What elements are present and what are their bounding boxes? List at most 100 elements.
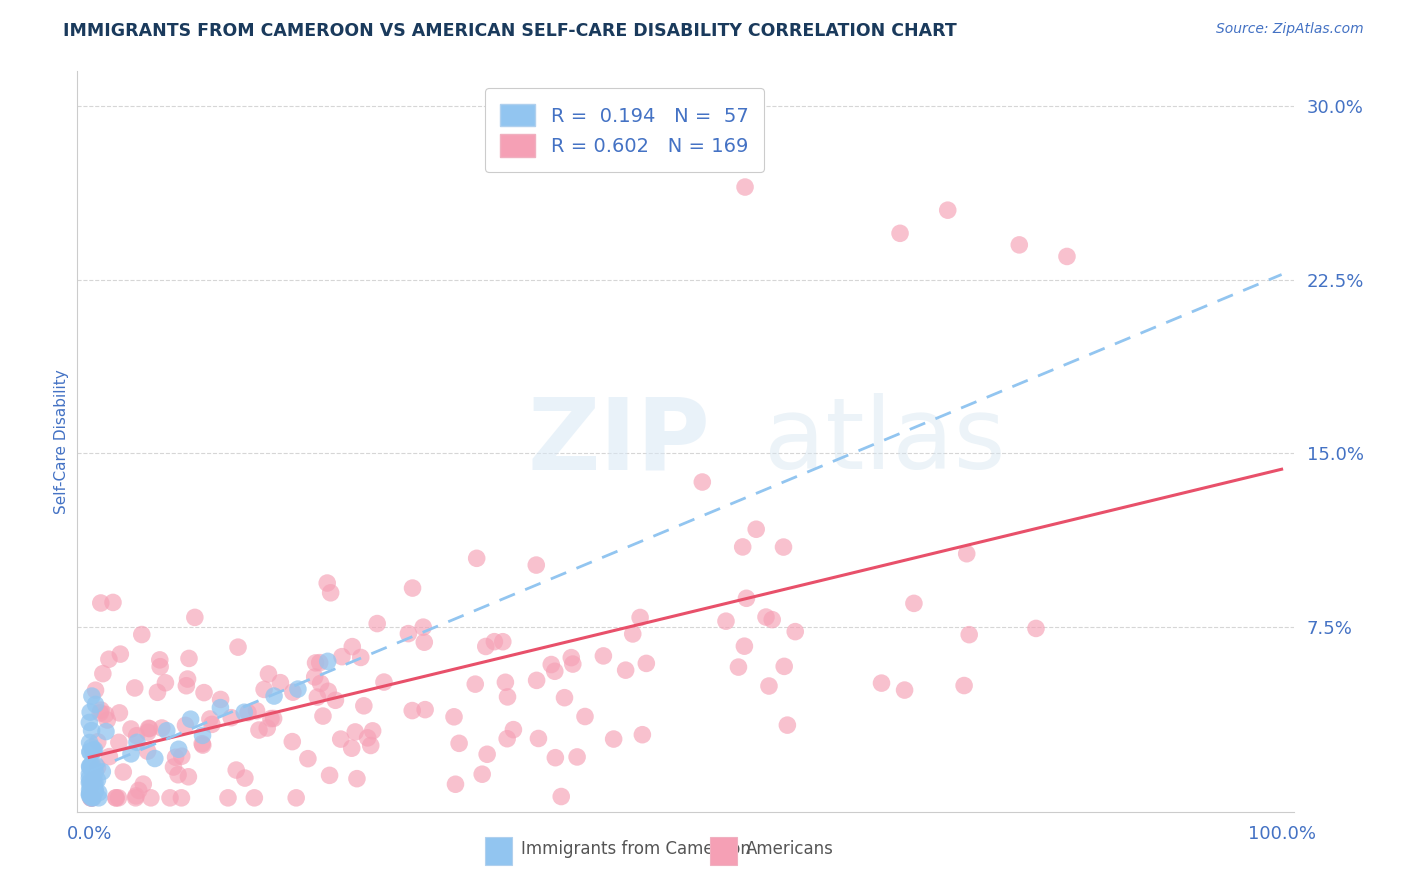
- Point: [87, 735, 110, 749]
- Point: [180, 712, 202, 726]
- Point: [628, 610, 651, 624]
- Point: [79, 790, 101, 805]
- Point: [325, 693, 347, 707]
- Point: [936, 203, 959, 218]
- Point: [727, 660, 749, 674]
- Point: [526, 673, 548, 688]
- Point: [80, 723, 103, 738]
- Point: [304, 656, 326, 670]
- Point: [574, 709, 596, 723]
- Point: [84, 783, 107, 797]
- Point: [342, 640, 364, 654]
- Point: [136, 725, 159, 739]
- Point: [614, 663, 637, 677]
- Point: [307, 690, 329, 704]
- Point: [870, 676, 893, 690]
- Point: [217, 790, 239, 805]
- Point: [733, 639, 755, 653]
- Point: [471, 767, 494, 781]
- Point: [201, 717, 224, 731]
- Point: [761, 613, 783, 627]
- Point: [524, 558, 547, 572]
- Point: [98, 749, 121, 764]
- Point: [366, 616, 388, 631]
- Point: [316, 654, 339, 668]
- Point: [80, 758, 103, 772]
- Point: [193, 685, 215, 699]
- Point: [150, 721, 173, 735]
- Point: [82, 783, 104, 797]
- Point: [156, 723, 179, 738]
- Point: [316, 576, 339, 591]
- Point: [413, 635, 436, 649]
- Point: [785, 624, 807, 639]
- Point: [176, 672, 198, 686]
- Point: [340, 741, 363, 756]
- Point: [170, 749, 193, 764]
- Point: [544, 750, 567, 764]
- Point: [149, 659, 172, 673]
- Point: [297, 752, 319, 766]
- Point: [889, 227, 911, 241]
- Point: [344, 725, 367, 739]
- Point: [79, 759, 101, 773]
- Point: [120, 747, 142, 761]
- Text: Immigrants from Cameroon: Immigrants from Cameroon: [522, 839, 751, 858]
- Point: [755, 610, 778, 624]
- Point: [83, 777, 105, 791]
- Point: [79, 760, 101, 774]
- Point: [494, 675, 516, 690]
- Point: [209, 692, 232, 706]
- Point: [149, 653, 172, 667]
- Point: [360, 739, 382, 753]
- Point: [177, 651, 200, 665]
- Point: [412, 620, 434, 634]
- Point: [112, 764, 135, 779]
- Point: [79, 775, 101, 789]
- Point: [110, 647, 132, 661]
- Point: [96, 713, 118, 727]
- Point: [330, 649, 353, 664]
- Point: [263, 689, 285, 703]
- Point: [155, 675, 177, 690]
- Point: [316, 684, 339, 698]
- Point: [731, 540, 754, 554]
- Point: [602, 732, 624, 747]
- Point: [124, 681, 146, 695]
- Point: [257, 667, 280, 681]
- Text: ZIP: ZIP: [527, 393, 710, 490]
- Point: [1025, 622, 1047, 636]
- Point: [177, 770, 200, 784]
- Point: [125, 789, 148, 803]
- Point: [198, 712, 221, 726]
- Point: [86, 772, 108, 787]
- Point: [361, 723, 384, 738]
- Point: [79, 771, 101, 785]
- Point: [87, 786, 110, 800]
- Point: [540, 657, 562, 672]
- Point: [79, 782, 101, 797]
- Point: [79, 787, 101, 801]
- Point: [94, 724, 117, 739]
- Point: [304, 670, 326, 684]
- Point: [553, 690, 575, 705]
- Point: [444, 777, 467, 791]
- Point: [401, 581, 423, 595]
- Point: [132, 777, 155, 791]
- Point: [101, 595, 124, 609]
- Point: [165, 750, 187, 764]
- Point: [176, 679, 198, 693]
- Point: [128, 783, 150, 797]
- Point: [475, 747, 498, 762]
- Legend: R =  0.194   N =  57, R = 0.602   N = 169: R = 0.194 N = 57, R = 0.602 N = 169: [485, 88, 765, 172]
- Point: [247, 723, 270, 737]
- Point: [139, 790, 162, 805]
- Text: IMMIGRANTS FROM CAMEROON VS AMERICAN SELF-CARE DISABILITY CORRELATION CHART: IMMIGRANTS FROM CAMEROON VS AMERICAN SEL…: [63, 22, 957, 40]
- Point: [90, 596, 112, 610]
- Point: [346, 772, 368, 786]
- Point: [80, 779, 103, 793]
- Point: [253, 682, 276, 697]
- Point: [170, 790, 193, 805]
- Point: [159, 790, 181, 805]
- Point: [561, 657, 583, 671]
